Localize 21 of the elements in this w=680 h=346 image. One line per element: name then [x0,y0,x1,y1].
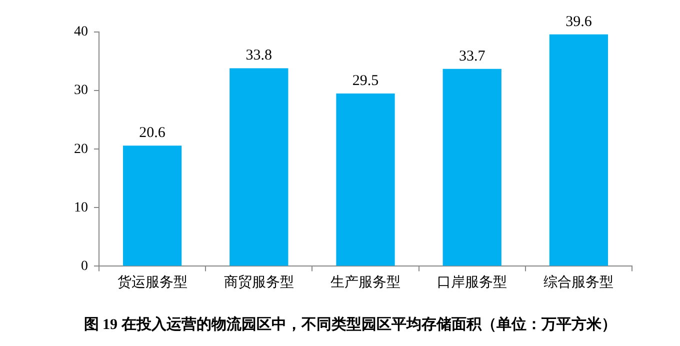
y-tick-label: 0 [81,258,88,274]
y-tick-label: 20 [74,142,88,157]
bar [549,34,608,266]
data-label: 33.8 [246,48,272,64]
bar [336,93,395,266]
y-tick-label: 40 [74,24,88,40]
bar [122,146,182,266]
bar [230,68,288,266]
y-tick-label: 10 [74,200,88,216]
x-tick-label: 综合服务型 [544,274,614,290]
x-tick-label: 货运服务型 [117,274,188,290]
y-tick-label: 30 [74,83,88,98]
data-label: 20.6 [139,125,166,142]
x-tick-label: 生产服务型 [330,274,400,290]
data-label: 29.5 [352,72,379,89]
x-tick-label: 商贸服务型 [224,274,294,290]
data-label: 39.6 [566,14,592,30]
text: 图 19 在投入运营的物流园区中，不同类型园区平均存储面积（单位：万平方米） [84,314,616,333]
x-tick-label: 口岸服务型 [437,274,508,290]
data-label: 33.7 [458,48,486,64]
bar [442,68,502,266]
